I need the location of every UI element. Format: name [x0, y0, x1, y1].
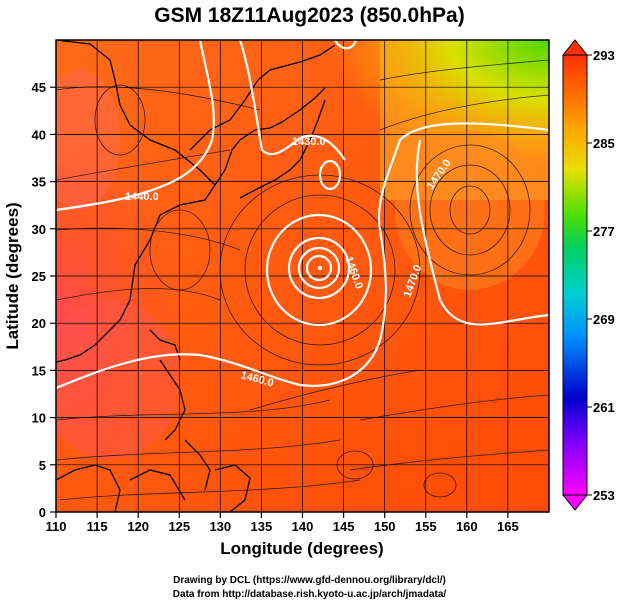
grid-lines — [56, 40, 549, 512]
y-tick-label: 45 — [32, 80, 46, 95]
colorbar-tick-label: 269 — [593, 312, 615, 327]
coastlines — [56, 40, 336, 512]
y-tick-label: 30 — [32, 222, 46, 237]
map-title: GSM 18Z11Aug2023 (850.0hPa) — [154, 4, 465, 27]
y-tick-label: 10 — [32, 411, 46, 426]
wind-streamlines — [56, 59, 549, 501]
y-tick-label: 25 — [32, 269, 46, 284]
x-tick-label: 140 — [292, 519, 314, 534]
x-tick-label: 150 — [374, 519, 396, 534]
colorbar-tick-label: 261 — [593, 400, 615, 415]
x-tick-label: 145 — [333, 519, 355, 534]
y-tick-label: 0 — [39, 505, 46, 520]
colorbar: 293 285 277 269 261 253 — [561, 39, 615, 511]
y-tick-label: 35 — [32, 175, 46, 190]
cyclone-center — [317, 265, 323, 271]
x-tick-label: 115 — [87, 519, 108, 534]
tick-marks — [50, 86, 509, 518]
x-tick-label: 125 — [168, 519, 190, 534]
colorbar-gradient — [562, 54, 588, 496]
y-tick-label: 20 — [32, 316, 46, 331]
colorbar-tick-label: 277 — [593, 224, 615, 239]
x-tick-label: 135 — [251, 519, 273, 534]
y-tick-labels: 0 5 10 15 20 25 30 35 40 45 — [32, 80, 46, 520]
y-axis-title: Latitude (degrees) — [3, 202, 22, 349]
data-source-credit: Data from http://database.rish.kyoto-u.a… — [172, 589, 447, 600]
height-contours — [56, 40, 549, 390]
x-tick-label: 155 — [415, 519, 437, 534]
x-tick-label: 110 — [46, 519, 67, 534]
contour-label: 1430.0 — [292, 136, 326, 148]
x-tick-label: 120 — [127, 519, 149, 534]
drawing-credit: Drawing by DCL (https://www.gfd-dennou.o… — [173, 575, 446, 586]
x-tick-label: 165 — [497, 519, 519, 534]
x-axis-title: Longitude (degrees) — [220, 539, 383, 558]
y-tick-label: 40 — [32, 127, 46, 142]
x-tick-labels: 110 115 120 125 130 135 140 145 150 155 … — [46, 519, 519, 534]
colorbar-tick-label: 293 — [593, 48, 615, 63]
x-tick-label: 160 — [456, 519, 478, 534]
x-tick-label: 130 — [209, 519, 231, 534]
y-tick-label: 15 — [32, 363, 46, 378]
y-tick-label: 5 — [39, 458, 46, 473]
colorbar-tick-label: 285 — [593, 136, 615, 151]
colorbar-top-arrow — [561, 39, 589, 56]
contour-label: 1440.0 — [125, 191, 159, 203]
colorbar-tick-label: 253 — [593, 488, 615, 503]
colorbar-bottom-arrow — [561, 494, 589, 511]
